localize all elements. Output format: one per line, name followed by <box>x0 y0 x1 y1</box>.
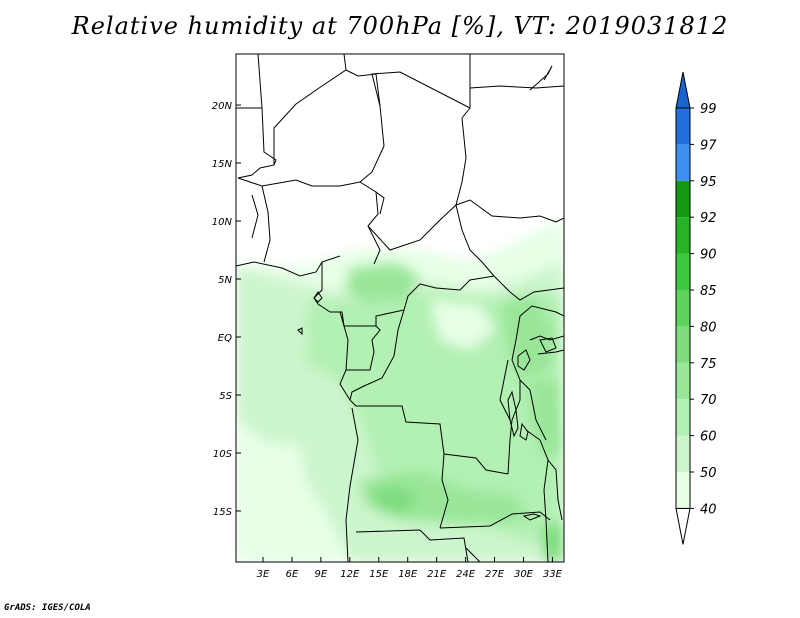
colorbar-label: 70 <box>700 393 717 408</box>
lat-tick-label: 15N <box>212 159 233 170</box>
colorbar-below-arrow <box>675 507 691 545</box>
lon-tick-label: 9E <box>315 569 328 580</box>
lon-tick-label: 6E <box>286 569 299 580</box>
colorbar-label: 99 <box>700 102 717 117</box>
colorbar-swatch <box>676 180 690 218</box>
colorbar-label: 90 <box>700 248 717 263</box>
colorbar-frame <box>675 107 691 509</box>
colorbar-swatch <box>676 472 690 509</box>
lon-tick-label: 30E <box>514 569 534 580</box>
colorbar-swatch <box>676 399 690 436</box>
colorbar-swatch <box>676 362 690 400</box>
lat-tick-label: 5S <box>219 391 232 402</box>
colorbar-label: 95 <box>700 175 717 190</box>
colorbar-label: 92 <box>700 211 717 226</box>
colorbar-label: 50 <box>700 466 717 481</box>
country-borders <box>236 54 564 562</box>
lat-tick-label: EQ <box>218 333 232 344</box>
latitude-axis: 20N 15N 10N 5N EQ 5S 10S 15S <box>212 101 241 518</box>
colorbar-above-arrow <box>675 71 691 109</box>
lon-tick-label: 18E <box>398 569 418 580</box>
lon-tick-label: 15E <box>369 569 389 580</box>
colorbar-swatch <box>676 108 690 145</box>
humidity-shading <box>236 220 564 562</box>
lon-tick-label: 3E <box>257 569 270 580</box>
longitude-axis: 3E 6E 9E 12E 15E 18E 21E 24E 27E 30E 33E <box>257 557 563 580</box>
lon-tick-label: 21E <box>427 569 447 580</box>
colorbar-swatch <box>676 435 690 472</box>
colorbar-swatch <box>676 253 690 290</box>
lat-tick-label: 20N <box>212 101 233 112</box>
colorbar-label: 75 <box>700 357 717 372</box>
lon-tick-label: 33E <box>543 569 563 580</box>
lon-tick-label: 24E <box>456 569 476 580</box>
colorbar-label: 97 <box>700 138 717 153</box>
grads-credit: GrADS: IGES/COLA <box>4 603 91 613</box>
colorbar-swatch <box>676 290 690 327</box>
lat-tick-label: 10S <box>213 449 233 460</box>
map-title: Relative humidity at 700hPa [%], VT: 201… <box>71 12 729 40</box>
colorbar: 40 50 60 70 75 80 85 90 92 95 97 99 <box>675 71 717 545</box>
colorbar-swatch <box>676 144 690 181</box>
lon-tick-label: 12E <box>340 569 360 580</box>
colorbar-label: 60 <box>700 430 717 445</box>
colorbar-swatch <box>676 326 690 363</box>
lat-tick-label: 5N <box>218 275 232 286</box>
colorbar-swatch <box>676 217 690 254</box>
lakes <box>297 291 557 521</box>
colorbar-label: 80 <box>700 320 717 335</box>
lat-tick-label: 15S <box>213 507 233 518</box>
lat-tick-label: 10N <box>212 217 233 228</box>
colorbar-label: 40 <box>700 502 717 517</box>
colorbar-label: 85 <box>700 284 717 299</box>
map-frame <box>235 53 565 563</box>
lon-tick-label: 27E <box>485 569 505 580</box>
